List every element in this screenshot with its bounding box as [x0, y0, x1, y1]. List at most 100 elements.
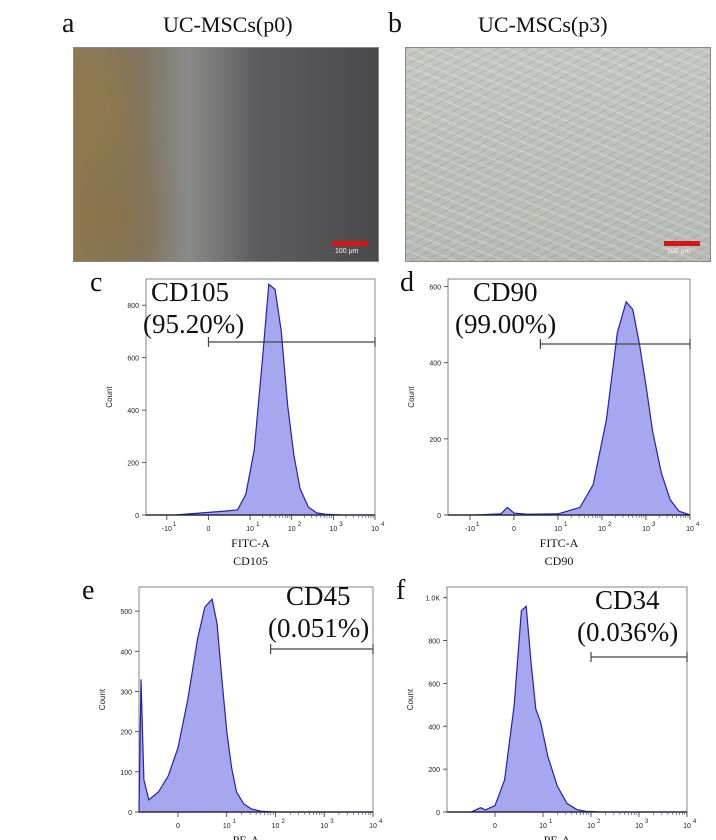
x-tick-label: 0 [207, 526, 211, 533]
x-axis-sublabel: CD105 [233, 554, 268, 568]
scale-bar-p0 [332, 241, 368, 246]
y-tick-label: 0 [128, 810, 132, 817]
x-tick-label: -10 [162, 526, 172, 533]
x-tick-exponent: 2 [597, 819, 601, 825]
panel-letter-a: a [62, 8, 75, 39]
x-tick-exponent: 2 [608, 522, 612, 528]
y-tick-label: 1.0K [426, 596, 441, 603]
y-tick-label: 200 [120, 730, 132, 737]
x-axis-sublabel: CD90 [545, 554, 574, 568]
panel-title-p0: UC-MSCs(p0) [163, 12, 293, 37]
histogram-area [146, 282, 375, 516]
y-tick-label: 600 [428, 681, 440, 688]
y-tick-label: 400 [429, 361, 441, 368]
x-tick-label: 10 [587, 823, 595, 830]
x-tick-exponent: 3 [645, 819, 649, 825]
x-tick-label: 0 [493, 823, 497, 830]
x-tick-label: 10 [635, 823, 643, 830]
x-tick-label: 10 [369, 823, 377, 830]
x-tick-label: 10 [598, 526, 606, 533]
y-tick-label: 800 [428, 639, 440, 646]
y-tick-label: 200 [429, 437, 441, 444]
x-tick-label: 10 [288, 526, 296, 533]
y-axis-label: Count [407, 386, 416, 408]
x-tick-label: 10 [223, 823, 231, 830]
gate-percent-label: (0.051%) [268, 613, 369, 643]
y-tick-label: 0 [436, 810, 440, 817]
x-tick-label: 10 [554, 526, 562, 533]
marker-label: CD34 [595, 585, 660, 615]
scale-label-p0: 100 μm [335, 248, 359, 255]
y-tick-label: 100 [120, 770, 132, 777]
y-axis-label: Count [105, 386, 114, 408]
y-tick-label: 200 [428, 767, 440, 774]
x-tick-exponent: 1 [549, 819, 553, 825]
x-tick-exponent: 2 [282, 819, 286, 825]
gate-percent-label: (95.20%) [143, 309, 244, 339]
y-tick-label: 500 [120, 609, 132, 616]
x-tick-exponent: 1 [564, 522, 568, 528]
y-tick-label: 600 [127, 356, 139, 363]
x-tick-label: 0 [512, 526, 516, 533]
micrograph-p3: 100 μm [405, 47, 711, 262]
x-tick-exponent: 3 [652, 522, 656, 528]
panel-title-p3: UC-MSCs(p3) [478, 12, 608, 37]
x-tick-label: 10 [683, 823, 691, 830]
x-tick-label: 10 [246, 526, 254, 533]
x-tick-exponent: 3 [339, 522, 343, 528]
y-tick-label: 300 [120, 689, 132, 696]
x-tick-exponent: 4 [693, 819, 697, 825]
y-tick-label: 800 [127, 303, 139, 310]
x-tick-exponent: 4 [379, 819, 383, 825]
y-tick-label: 0 [135, 513, 139, 520]
x-tick-label: 10 [371, 526, 379, 533]
panel-letter-c: c [90, 267, 102, 298]
marker-label: CD105 [151, 277, 229, 307]
scale-bar-p3 [664, 241, 700, 246]
y-axis-label: Count [406, 688, 415, 710]
marker-label: CD45 [286, 581, 351, 611]
x-tick-exponent: 4 [381, 522, 385, 528]
histogram-area [447, 605, 687, 813]
scale-label-p3: 100 μm [667, 248, 691, 255]
x-axis-label: FITC-A [231, 536, 270, 550]
panel-letter-e: e [82, 575, 94, 606]
x-tick-exponent: 2 [298, 522, 302, 528]
y-tick-label: 600 [429, 285, 441, 292]
y-tick-label: 0 [437, 513, 441, 520]
x-axis-label: PE-A [233, 833, 260, 840]
panel-letter-d: d [400, 267, 414, 298]
x-tick-label: 10 [686, 526, 694, 533]
x-tick-exponent: 1 [173, 522, 177, 528]
x-tick-label: 10 [320, 823, 328, 830]
histogram-area [138, 597, 373, 813]
x-axis-label: FITC-A [540, 536, 579, 550]
histogram-area [448, 300, 691, 516]
x-tick-label: 10 [329, 526, 337, 533]
gate-percent-label: (99.00%) [455, 309, 556, 339]
x-tick-label: 10 [539, 823, 547, 830]
x-tick-exponent: 4 [696, 522, 700, 528]
y-tick-label: 400 [120, 649, 132, 656]
panel-letter-f: f [396, 575, 406, 606]
x-tick-label: 10 [642, 526, 650, 533]
x-tick-exponent: 3 [330, 819, 334, 825]
micrograph-p0: 100 μm [73, 47, 379, 262]
gate-percent-label: (0.036%) [577, 617, 678, 647]
panel-letter-b: b [388, 8, 402, 39]
x-tick-label: 0 [176, 823, 180, 830]
marker-label: CD90 [473, 277, 538, 307]
x-tick-exponent: 1 [233, 819, 237, 825]
y-tick-label: 200 [127, 461, 139, 468]
x-tick-exponent: 1 [256, 522, 260, 528]
x-tick-exponent: 1 [476, 522, 480, 528]
y-tick-label: 400 [127, 408, 139, 415]
y-axis-label: Count [98, 688, 107, 710]
x-axis-label: PE-A [544, 833, 571, 840]
x-tick-label: -10 [465, 526, 475, 533]
x-tick-label: 10 [272, 823, 280, 830]
